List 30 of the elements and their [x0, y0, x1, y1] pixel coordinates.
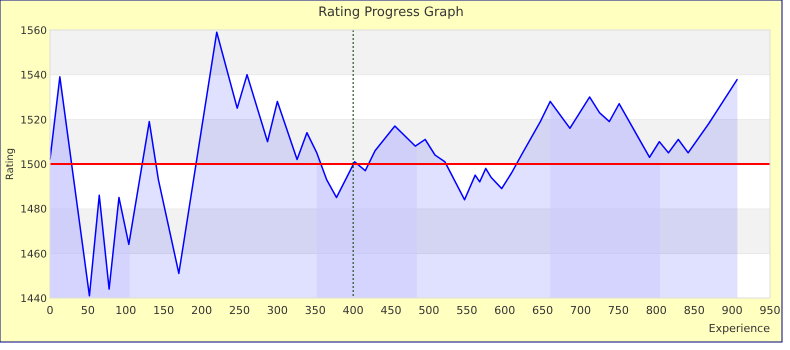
x-tick-label: 600 [494, 304, 516, 317]
y-tick-label: 1560 [20, 25, 47, 37]
x-tick-label: 900 [722, 304, 743, 317]
y-tick-label: 1480 [20, 204, 47, 216]
chart-title: Rating Progress Graph [318, 5, 464, 20]
x-tick-label: 150 [153, 304, 174, 317]
x-tick-label: 650 [532, 304, 554, 317]
x-tick-label: 800 [646, 304, 667, 317]
x-tick-label: 300 [266, 304, 288, 317]
x-tick-label: 50 [80, 304, 95, 317]
y-tick-label: 1440 [20, 293, 47, 305]
x-tick-label: 500 [418, 304, 440, 317]
y-tick-label: 1500 [20, 159, 47, 171]
x-tick-label: 100 [115, 304, 136, 317]
x-tick-label: 200 [191, 304, 212, 317]
x-tick-label: 350 [304, 304, 326, 317]
y-tick-label: 1520 [20, 114, 47, 126]
x-tick-label: 750 [608, 304, 629, 317]
x-tick-label: 250 [228, 304, 250, 317]
x-tick-label: 950 [760, 304, 780, 317]
x-tick-label: 450 [380, 304, 402, 317]
x-axis-title: Experience [708, 322, 770, 335]
x-tick-label: 850 [684, 304, 705, 317]
x-tick-label: 550 [456, 304, 478, 317]
x-tick-label: 400 [342, 304, 364, 317]
x-tick-label: 700 [570, 304, 592, 317]
y-axis-title: Rating [5, 148, 16, 180]
x-tick-label: 0 [46, 304, 54, 317]
y-tick-label: 1540 [20, 70, 47, 82]
y-tick-label: 1460 [20, 248, 47, 260]
